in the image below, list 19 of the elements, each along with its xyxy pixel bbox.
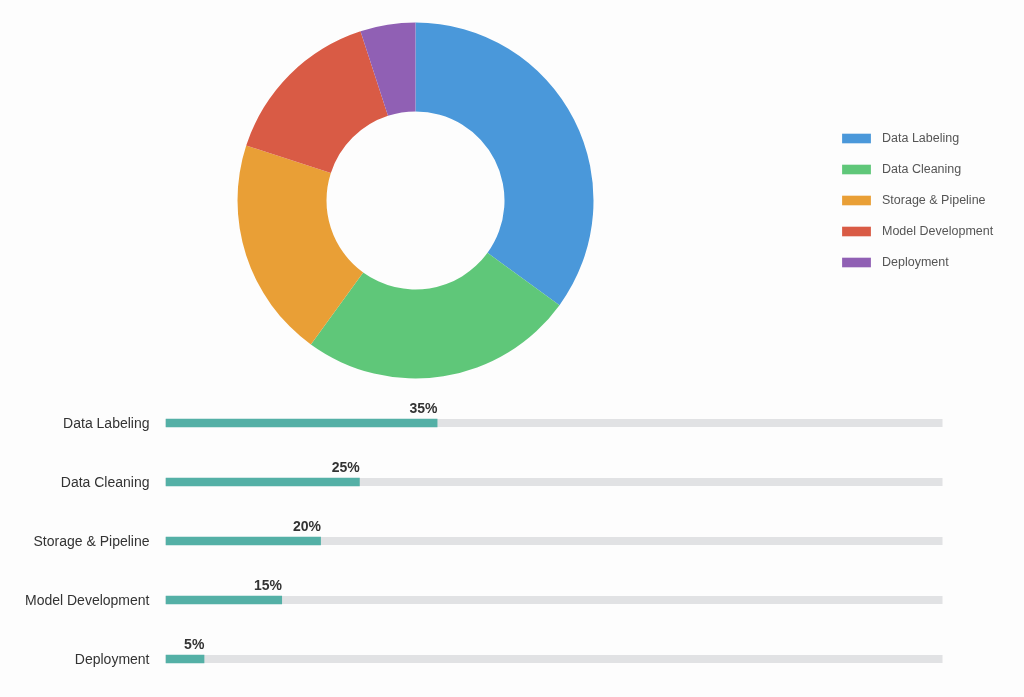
legend-label: Storage & Pipeline (882, 193, 986, 207)
bar (165, 477, 360, 487)
y-tick-label: Data Labeling (63, 415, 150, 431)
y-tick-label: Storage & Pipeline (33, 533, 150, 549)
bar (165, 595, 283, 605)
bar (165, 536, 321, 546)
data-label: 15% (254, 577, 283, 593)
data-label: 25% (331, 459, 361, 475)
legend-label: Data Labeling (882, 131, 960, 145)
y-tick-label: Data Cleaning (60, 474, 150, 490)
bar (165, 654, 205, 664)
legend-label: Data Cleaning (882, 162, 962, 176)
data-label: 35% (409, 400, 438, 416)
legend-label: Deployment (882, 255, 949, 269)
y-tick-label: Model Development (24, 592, 150, 608)
data-label: 5% (184, 636, 205, 652)
legend-label: Model Development (882, 224, 994, 238)
y-tick-label: Deployment (74, 651, 150, 667)
data-label: 20% (292, 518, 322, 534)
